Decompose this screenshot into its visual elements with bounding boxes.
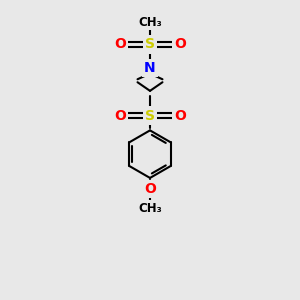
Text: O: O — [174, 109, 186, 122]
Text: N: N — [144, 61, 156, 75]
Text: O: O — [114, 38, 126, 52]
Text: S: S — [145, 38, 155, 52]
Text: CH₃: CH₃ — [138, 16, 162, 29]
Text: O: O — [144, 182, 156, 196]
Text: CH₃: CH₃ — [138, 202, 162, 215]
Text: S: S — [145, 109, 155, 122]
Text: O: O — [174, 38, 186, 52]
Text: O: O — [114, 109, 126, 122]
